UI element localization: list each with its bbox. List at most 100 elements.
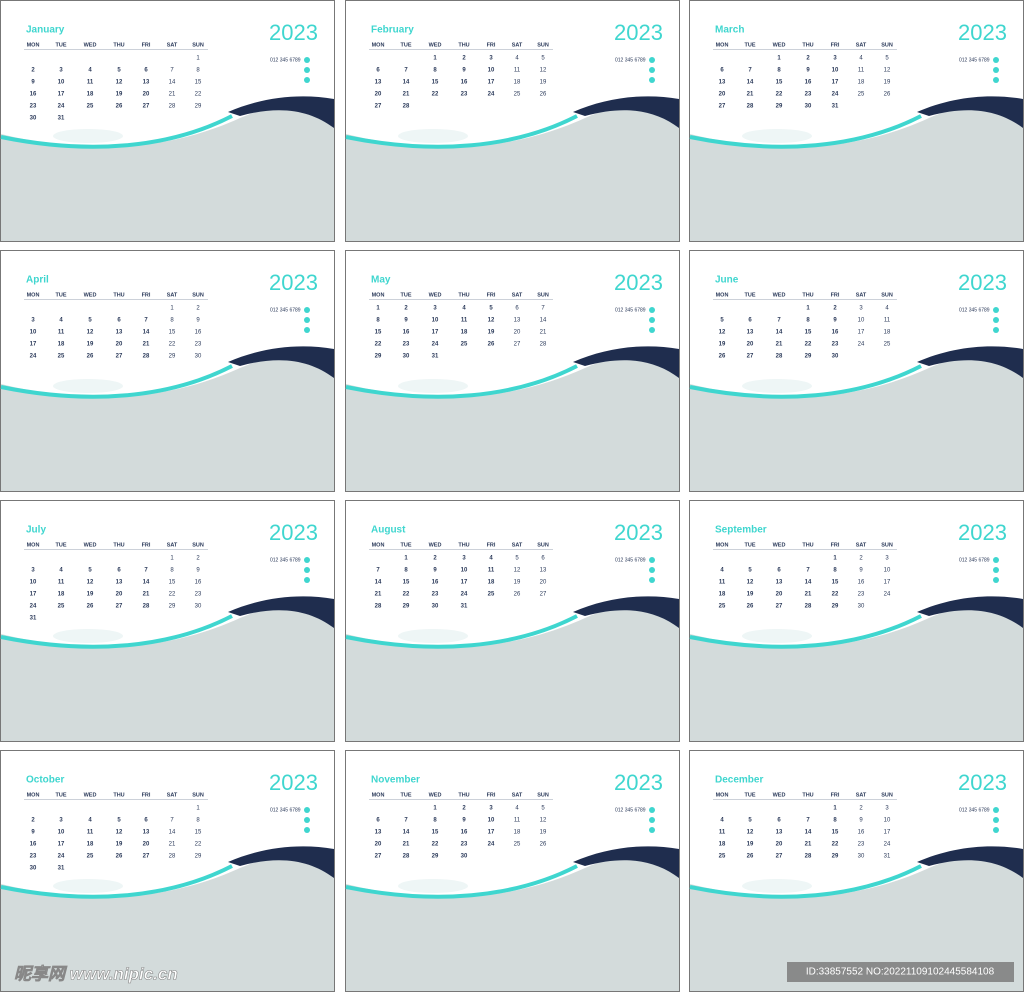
day: 10 [432, 318, 439, 324]
day: 4 [859, 56, 863, 62]
day: 11 [58, 580, 65, 586]
day: 25 [488, 592, 495, 598]
day: 23 [30, 104, 37, 110]
weekday: TUE [745, 792, 756, 798]
day: 3 [31, 318, 35, 324]
day: 26 [488, 342, 495, 348]
day: 30 [30, 866, 37, 872]
contact-icon [649, 577, 655, 583]
year: 2023 [614, 20, 663, 45]
contact-icon [993, 807, 999, 813]
day: 8 [376, 318, 380, 324]
contact: 012 345 6789 [270, 307, 301, 313]
day: 23 [403, 342, 410, 348]
day: 2 [404, 306, 408, 312]
weekday: SAT [167, 792, 178, 798]
weekday: SUN [881, 292, 893, 298]
day: 23 [30, 854, 37, 860]
day: 16 [195, 580, 202, 586]
day: 8 [833, 568, 837, 574]
day: 10 [488, 818, 495, 824]
day: 21 [143, 342, 150, 348]
day: 17 [488, 830, 495, 836]
weekday: FRI [487, 792, 496, 798]
month-name: July [26, 525, 46, 536]
day: 31 [832, 104, 839, 110]
weekday: THU [802, 542, 813, 548]
weekday: FRI [831, 792, 840, 798]
weekday: WED [773, 542, 786, 548]
day: 16 [858, 830, 865, 836]
day: 25 [87, 104, 94, 110]
contact-icon [304, 827, 310, 833]
day: 26 [747, 854, 754, 860]
day: 11 [461, 318, 468, 324]
watermark-site: 昵享网 www.nipic.cn [14, 964, 178, 983]
weekday: WED [429, 42, 442, 48]
day: 12 [116, 830, 123, 836]
day: 23 [432, 592, 439, 598]
wave-teal [345, 864, 578, 899]
day: 8 [777, 68, 781, 74]
contact: 012 345 6789 [615, 807, 646, 813]
day: 3 [59, 818, 63, 824]
day: 5 [885, 56, 889, 62]
contact-icon [993, 57, 999, 63]
day: 10 [832, 68, 839, 74]
day: 13 [143, 830, 150, 836]
day: 28 [805, 604, 812, 610]
wave-highlight [742, 629, 812, 643]
day: 31 [461, 604, 468, 610]
day: 30 [805, 104, 812, 110]
year: 2023 [958, 520, 1007, 545]
day: 29 [169, 354, 176, 360]
day: 3 [489, 806, 493, 812]
day: 7 [541, 306, 545, 312]
weekday: WED [84, 542, 97, 548]
day: 22 [195, 92, 202, 98]
day: 12 [719, 330, 726, 336]
day: 22 [375, 342, 382, 348]
day: 23 [461, 842, 468, 848]
day: 3 [885, 806, 889, 812]
day: 1 [833, 806, 837, 812]
day: 30 [195, 354, 202, 360]
day: 27 [747, 354, 754, 360]
day: 1 [196, 806, 200, 812]
day: 15 [776, 80, 783, 86]
day: 17 [488, 80, 495, 86]
weekday: MON [372, 292, 385, 298]
day: 9 [196, 318, 200, 324]
day: 24 [884, 842, 891, 848]
day: 30 [858, 604, 865, 610]
day: 26 [87, 354, 94, 360]
wave-teal [0, 614, 233, 649]
day: 19 [87, 342, 94, 348]
month-name: June [715, 275, 739, 286]
day: 17 [58, 842, 65, 848]
day: 12 [87, 330, 94, 336]
day: 29 [832, 854, 839, 860]
day: 10 [858, 318, 865, 324]
weekday: TUE [401, 792, 412, 798]
day: 12 [540, 818, 547, 824]
day: 11 [87, 830, 94, 836]
day: 8 [433, 818, 437, 824]
month-name: January [26, 25, 65, 36]
wave-navy [917, 346, 1023, 378]
day: 12 [514, 568, 521, 574]
day: 14 [375, 580, 382, 586]
wave-navy [228, 846, 334, 878]
day: 18 [719, 842, 726, 848]
day: 11 [514, 818, 521, 824]
contact: 012 345 6789 [270, 57, 301, 63]
day: 18 [58, 592, 65, 598]
contact-icon [993, 577, 999, 583]
weekday: SAT [512, 42, 523, 48]
day: 24 [432, 342, 439, 348]
month-name: November [371, 775, 420, 786]
day: 1 [196, 56, 200, 62]
day: 26 [884, 92, 891, 98]
day: 15 [403, 580, 410, 586]
